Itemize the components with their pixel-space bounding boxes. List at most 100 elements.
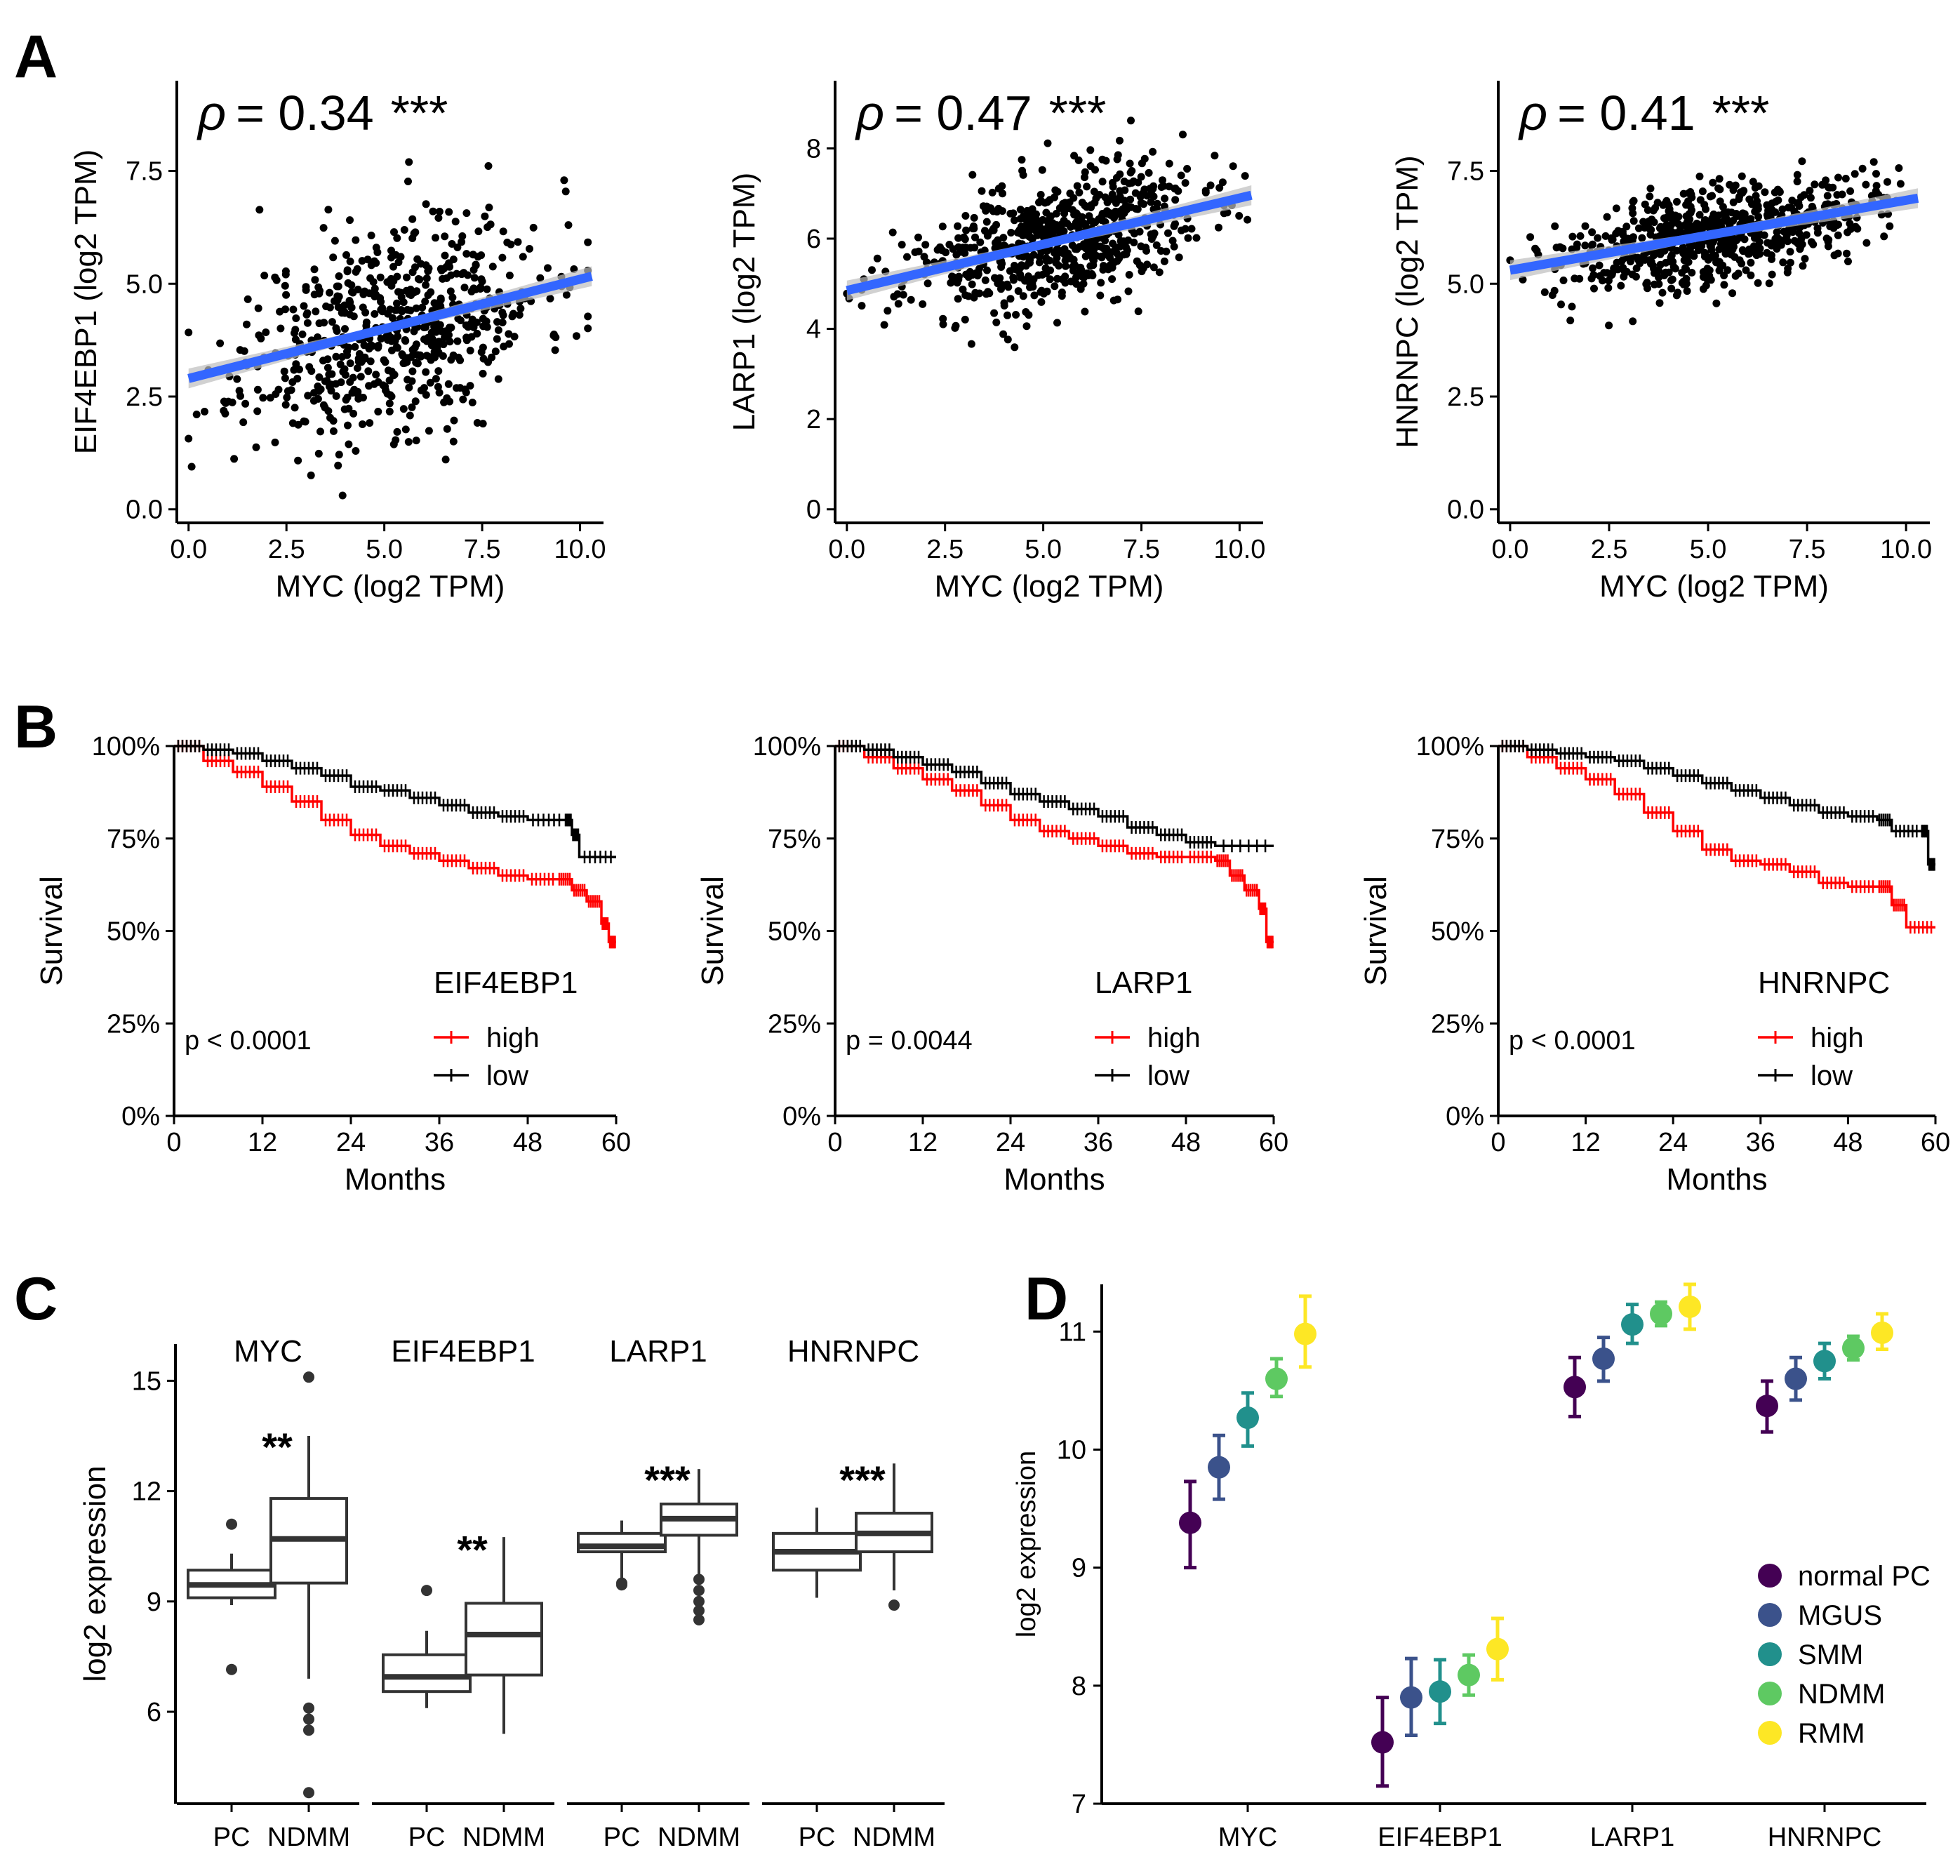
scatter-point [1160,257,1168,265]
scatter-point [954,234,963,242]
box-iqr [465,1602,543,1677]
y-tick-label: 7 [1072,1790,1086,1819]
scatter-point [307,367,316,375]
scatter-point [302,286,310,294]
significance-stars: *** [1712,86,1770,140]
scatter-panel-A3: 0.0 2.5 5.0 7.5 10.0 0.0 2.5 5.0 7.5 MYC (log2 TP… [1390,81,1932,604]
scatter-point [346,378,354,386]
scatter-point [893,290,902,298]
scatter-point [1070,211,1079,219]
significance-stars: ** [457,1527,488,1571]
scatter-point [192,411,201,418]
scatter-point [584,238,592,246]
scatter-point [393,427,401,436]
scatter-point [462,209,471,218]
y-tick-label: 10 [1057,1435,1086,1465]
scatter-point [1023,252,1032,260]
scatter-point [432,234,439,242]
scatter-point [491,347,500,356]
scatter-point [353,364,361,372]
scatter-point [422,352,431,360]
scatter-points-A3 [1506,157,1905,330]
scatter-point [436,294,445,302]
scatter-point [536,274,545,282]
scatter-point [1147,235,1156,243]
mean-point [1486,1637,1509,1661]
x-tick-label: NDMM [853,1823,935,1852]
scatter-point [426,378,434,387]
scatter-point [1872,170,1880,178]
scatter-point [1773,228,1781,237]
scatter-point [230,455,239,463]
scatter-point [362,318,371,326]
scatter-point [370,380,378,388]
scatter-point [1790,207,1799,215]
scatter-point [259,394,267,402]
scatter-point [1775,239,1783,247]
km-curve-low [835,745,1274,848]
scatter-point [1108,275,1116,284]
scatter-point [493,318,501,326]
scatter-point [422,200,430,208]
scatter-point [377,305,385,314]
scatter-point [220,406,228,415]
scatter-point [1703,275,1712,284]
scatter-point [464,323,472,331]
scatter-point [1681,264,1689,272]
y-tick-label: 0.0 [1447,495,1484,525]
scatter-point [372,371,380,379]
scatter-point [411,397,420,406]
outlier-point [226,1663,237,1675]
scatter-point [1086,146,1095,154]
censor-marks-high [1501,740,1933,934]
scatter-point [1161,194,1169,203]
scatter-point [1581,222,1589,230]
x-tick-label: NDMM [462,1823,545,1852]
y-axis-title: log2 expression [1012,1451,1041,1637]
outlier-point [693,1585,705,1597]
scatter-point [1735,195,1743,204]
scatter-point [479,343,487,352]
scatter-point [509,310,517,318]
significance-stars: *** [839,1458,886,1502]
mean-point [1813,1350,1836,1373]
scatter-point [1036,191,1045,199]
scatter-point [1843,249,1851,258]
scatter-point [254,304,262,312]
scatter-point [1052,258,1060,267]
scatter-point [281,270,290,279]
scatter-point [1646,185,1655,193]
scatter-point [1096,242,1105,251]
scatter-point [919,300,927,308]
scatter-point [338,309,346,317]
x-tick-label: 0.0 [170,535,207,564]
x-tick-label: EIF4EBP1 [1378,1823,1502,1852]
scatter-point [1128,167,1136,175]
scatter-point [467,287,476,295]
scatter-point [1834,231,1842,239]
scatter-point [1152,241,1161,249]
y-tick-label: 50% [1431,917,1484,947]
scatter-point [983,232,992,240]
scatter-point [493,335,501,343]
series-ndmm [1265,1300,1865,1697]
mean-point [1871,1321,1893,1344]
scatter-point [1645,256,1653,265]
scatter-point [1133,257,1141,265]
scatter-point [1698,187,1707,196]
scatter-point [346,216,354,225]
scatter-point [369,290,378,298]
scatter-point [1695,172,1704,180]
y-tick-label: 9 [147,1588,161,1617]
scatter-point [312,307,320,316]
scatter-point [1006,209,1015,218]
scatter-point [1071,245,1079,253]
scatter-point [300,302,308,310]
scatter-point [445,208,453,216]
scatter-point [336,360,345,368]
scatter-point [408,403,416,411]
scatter-point [561,187,570,196]
scatter-point [303,319,312,327]
correlation-label: ρ = 0.47 *** [855,86,1106,140]
scatter-point [1655,280,1663,288]
